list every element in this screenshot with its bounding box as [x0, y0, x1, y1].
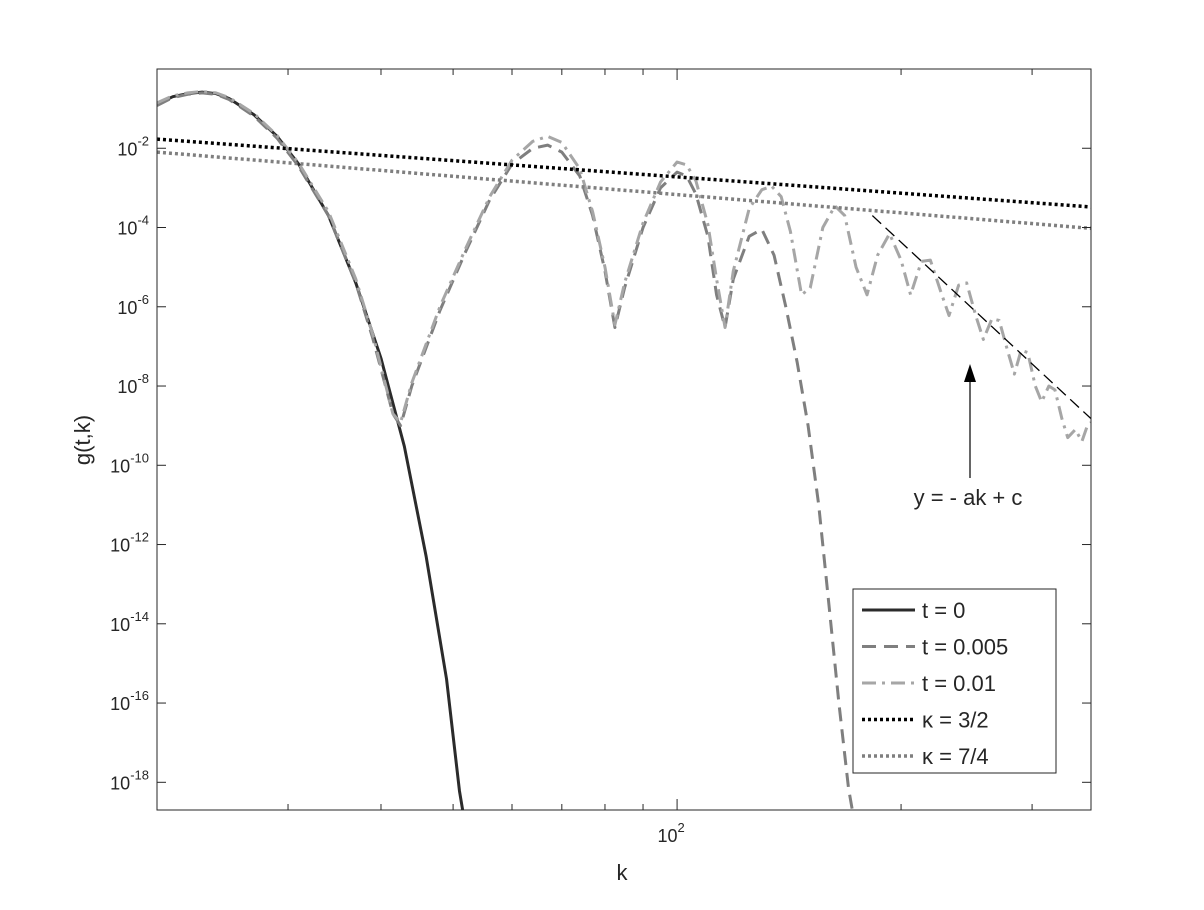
plot-frame [156, 68, 1092, 811]
series-line-3 [157, 137, 1091, 209]
y-tick-label-base: 10 [117, 298, 137, 318]
y-tick-label: 10-14 [110, 609, 149, 635]
y-tick-label-base: 10 [110, 615, 130, 635]
y-tick-label-base: 10 [117, 219, 137, 239]
y-tick-label-base: 10 [110, 694, 130, 714]
fit-layer [871, 215, 1091, 420]
legend: t = 0 t = 0.005 t = 0.01 κ = 3/2 κ = 7/4 [852, 588, 1057, 774]
legend-box [852, 588, 1057, 774]
x-tick-label-base: 10 [657, 826, 677, 846]
y-tick-label: 10-6 [117, 292, 149, 318]
y-tick-label-exponent: -12 [130, 530, 149, 545]
series-line-4 [157, 150, 1091, 231]
y-tick-label: 10-8 [117, 371, 149, 397]
y-tick-label-exponent: -4 [137, 213, 149, 228]
y-tick-label: 10-10 [110, 450, 149, 476]
y-tick-label-base: 10 [117, 377, 137, 397]
y-tick-label: 10-16 [110, 688, 149, 714]
fit-line [871, 215, 1091, 420]
legend-label: κ = 7/4 [922, 744, 989, 769]
y-tick-label-exponent: -8 [137, 371, 149, 386]
annotation: y = - ak + c [914, 364, 1023, 510]
y-tick-label: 10-2 [117, 133, 149, 159]
y-tick-label-base: 10 [110, 456, 130, 476]
x-tick-label: 102 [657, 820, 684, 846]
series-layer [157, 90, 1091, 810]
series-line-2 [157, 90, 1091, 443]
y-tick-label-base: 10 [117, 139, 137, 159]
y-tick-label-base: 10 [110, 773, 130, 793]
x-axis-label: k [617, 860, 629, 885]
tick-layer: 10-1810-1610-1410-1210-1010-810-610-410-… [110, 69, 1091, 846]
y-tick-label-exponent: -16 [130, 688, 149, 703]
y-tick-label-exponent: -18 [130, 767, 149, 782]
y-tick-label-base: 10 [110, 536, 130, 556]
y-tick-label: 10-12 [110, 530, 149, 556]
y-tick-label-exponent: -2 [137, 133, 149, 148]
y-tick-label: 10-4 [117, 213, 149, 239]
annotation-arrowhead [964, 364, 976, 382]
x-tick-label-exponent: 2 [677, 820, 684, 835]
y-axis-label: g(t,k) [70, 415, 95, 465]
legend-label: κ = 3/2 [922, 708, 989, 733]
legend-label: t = 0 [922, 598, 965, 623]
legend-label: t = 0.01 [922, 671, 996, 696]
y-tick-label-exponent: -14 [130, 609, 149, 624]
y-tick-label-exponent: -10 [130, 450, 149, 465]
legend-label: t = 0.005 [922, 635, 1008, 660]
y-tick-label-exponent: -6 [137, 292, 149, 307]
y-tick-label: 10-18 [110, 767, 149, 793]
annotation-text: y = - ak + c [914, 485, 1023, 510]
